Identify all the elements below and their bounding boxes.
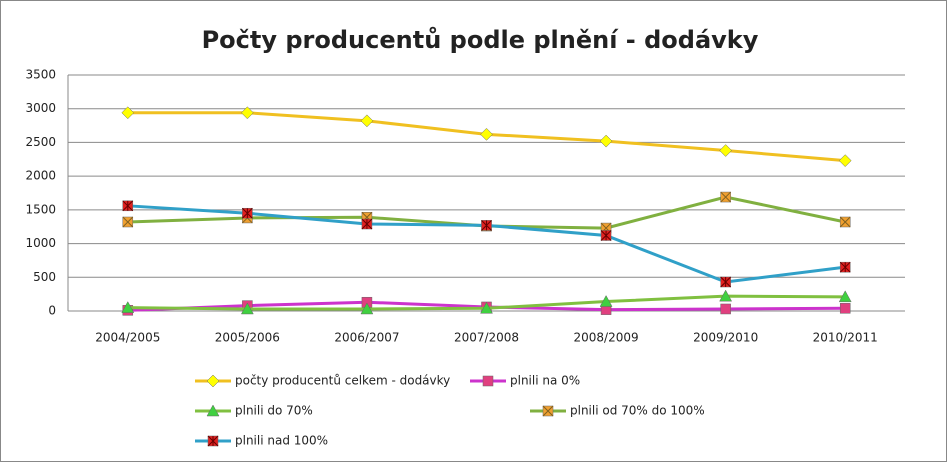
marker-shape	[206, 374, 220, 388]
marker-shape	[838, 154, 852, 167]
marker	[719, 289, 733, 302]
marker	[121, 301, 135, 313]
marker-shape	[360, 302, 374, 315]
marker	[720, 276, 731, 288]
y-tick-label: 3000	[25, 101, 56, 115]
marker	[240, 302, 254, 315]
y-tick-label: 1000	[25, 236, 56, 250]
marker	[838, 290, 852, 303]
marker-shape	[480, 127, 493, 141]
marker-cross	[542, 405, 554, 417]
marker-shape	[121, 301, 135, 313]
y-tick-label: 2500	[25, 135, 56, 149]
marker	[206, 374, 220, 388]
marker	[720, 191, 731, 203]
marker	[481, 220, 492, 231]
legend-label: počty producentů celkem - dodávky	[235, 374, 450, 388]
x-tick-label: 2009/2010	[693, 331, 758, 345]
y-tick-label: 1500	[25, 202, 56, 216]
marker	[482, 375, 494, 387]
legend-label: plnili nad 100%	[235, 434, 328, 448]
y-tick-label: 2000	[25, 169, 56, 183]
marker	[599, 134, 613, 148]
marker	[122, 200, 134, 212]
marker-shape	[599, 134, 613, 148]
marker	[207, 435, 219, 447]
marker-cross	[122, 216, 134, 228]
y-tick-label: 3500	[25, 68, 56, 82]
marker-shape	[206, 404, 220, 417]
x-tick-label: 2004/2005	[95, 331, 160, 345]
x-tick-label: 2006/2007	[334, 331, 399, 345]
marker	[241, 106, 254, 120]
marker	[480, 127, 493, 141]
marker-shape	[480, 301, 493, 314]
legend-label: plnili na 0%	[510, 374, 580, 388]
marker-shape	[240, 302, 254, 315]
marker	[839, 216, 851, 228]
marker-shape	[719, 289, 733, 302]
legend-label: plnili od 70% do 100%	[570, 404, 705, 418]
marker-shape	[719, 144, 732, 157]
marker	[206, 404, 220, 417]
marker	[360, 302, 374, 315]
x-tick-label: 2007/2008	[454, 331, 519, 345]
marker	[600, 230, 612, 241]
x-tick-label: 2008/2009	[574, 331, 639, 345]
marker	[838, 154, 852, 167]
marker-shape	[839, 303, 851, 314]
chart-title: Počty producentů podle plnění - dodávky	[202, 26, 759, 54]
marker	[542, 405, 554, 417]
x-tick-label: 2010/2011	[813, 331, 878, 345]
marker-shape	[482, 375, 494, 387]
marker-shape	[720, 303, 731, 315]
marker-shape	[360, 114, 374, 128]
marker	[480, 301, 493, 314]
marker-cross	[839, 216, 851, 228]
marker-cross	[720, 191, 731, 203]
marker-shape	[599, 295, 613, 307]
marker	[121, 106, 135, 120]
marker	[599, 295, 613, 307]
marker-shape	[121, 106, 135, 120]
marker	[242, 207, 253, 219]
marker-shape	[241, 106, 254, 120]
legend-label: plnili do 70%	[235, 404, 313, 418]
marker	[122, 216, 134, 228]
marker	[839, 261, 851, 273]
marker-shape	[838, 290, 852, 303]
marker	[720, 303, 731, 315]
x-tick-label: 2005/2006	[215, 331, 280, 345]
marker	[839, 303, 851, 314]
marker	[719, 144, 732, 157]
y-tick-label: 500	[33, 270, 56, 284]
y-tick-label: 0	[48, 304, 56, 318]
marker	[361, 218, 373, 230]
marker	[360, 114, 374, 128]
